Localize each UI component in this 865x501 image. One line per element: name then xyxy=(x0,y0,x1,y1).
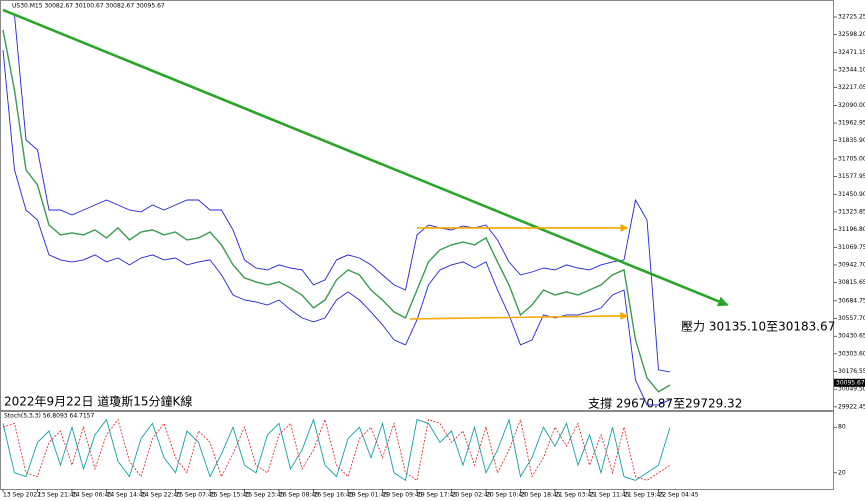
x-tick-label: 13 Sep 21:45 xyxy=(38,492,78,499)
y-tick-label: 30942.70 xyxy=(838,261,865,268)
y-tick-label: 32725.25 xyxy=(838,14,865,21)
last-price-label: 30095.67 xyxy=(836,379,865,386)
y-tick-label: 32598.20 xyxy=(838,31,865,38)
series-line xyxy=(2,9,671,373)
y-tick-label: 30049.50 xyxy=(838,386,865,393)
y-tick-label: 30176.55 xyxy=(838,368,865,375)
trendline xyxy=(2,8,729,307)
main-panel xyxy=(0,0,834,411)
level-arrow xyxy=(410,311,629,320)
x-tick-label: 19 Sep 01:45 xyxy=(348,492,388,499)
chart-title: US30.M15 30082.67 30100.67 30082.67 3009… xyxy=(12,3,165,10)
y-tick-label: 32217.05 xyxy=(838,84,865,91)
x-tick-label: 16 Sep 08:45 xyxy=(279,492,319,499)
y-tick-label: 32471.15 xyxy=(838,49,865,56)
y-tick-label: 30557.70 xyxy=(838,315,865,322)
annotation: 壓力 30135.10至30183.67 xyxy=(681,320,835,334)
y-tick-label: 29922.45 xyxy=(838,403,865,410)
annotation: 支撐 29670.87至29729.32 xyxy=(588,397,742,411)
series-line xyxy=(2,417,671,482)
y-tick-label: 31069.75 xyxy=(838,244,865,251)
x-tick-label: 14 Sep 06:45 xyxy=(72,492,112,499)
y-tick-label: 31323.85 xyxy=(838,208,865,215)
y-tick-label: 32090.00 xyxy=(838,102,865,109)
y-tick-label: 30815.65 xyxy=(838,279,865,286)
y-tick-label: 32344.10 xyxy=(838,67,865,74)
x-tick-label: 14 Sep 14:45 xyxy=(107,492,147,499)
x-tick-label: 20 Sep 02:45 xyxy=(452,492,492,499)
x-tick-label: 21 Sep 03:45 xyxy=(555,492,595,499)
y-tick-label: 30303.60 xyxy=(838,350,865,357)
annotation: 2022年9月22日 道瓊斯15分鐘K線 xyxy=(4,394,192,409)
x-tick-label: 21 Sep 11:45 xyxy=(590,492,630,499)
y-tick-label: 80 xyxy=(838,424,846,431)
y-tick-label: 30684.75 xyxy=(838,297,865,304)
y-tick-label: 31835.90 xyxy=(838,137,865,144)
x-tick-label: 14 Sep 22:45 xyxy=(141,492,181,499)
series-line xyxy=(2,417,671,482)
y-tick-label: 30430.65 xyxy=(838,333,865,340)
y-tick-label: 31705.00 xyxy=(838,155,865,162)
series-line xyxy=(2,29,671,393)
x-tick-label: 13 Sep 2022 xyxy=(3,492,41,499)
y-tick-label: 20 xyxy=(838,469,846,476)
x-tick-label: 20 Sep 10:45 xyxy=(486,492,526,499)
y-tick-label: 31196.80 xyxy=(838,226,865,233)
y-tick-label: 31450.90 xyxy=(838,191,865,198)
last-price-box xyxy=(834,378,865,387)
x-tick-label: 16 Sep 16:45 xyxy=(314,492,354,499)
x-tick-label: 22 Sep 04:45 xyxy=(659,492,699,499)
y-tick-label: 31962.95 xyxy=(838,120,865,127)
x-tick-label: 19 Sep 17:45 xyxy=(417,492,457,499)
x-tick-label: 15 Sep 07:45 xyxy=(176,492,216,499)
x-tick-label: 20 Sep 18:45 xyxy=(521,492,561,499)
x-tick-label: 15 Sep 23:45 xyxy=(245,492,285,499)
x-tick-label: 19 Sep 09:45 xyxy=(383,492,423,499)
indicator-panel xyxy=(0,411,834,490)
indicator-title: Stoch(5,3,3) 56.8093 64.7157 xyxy=(4,413,95,420)
x-tick-label: 15 Sep 15:45 xyxy=(210,492,250,499)
y-tick-label: 31577.95 xyxy=(838,173,865,180)
x-tick-label: 21 Sep 19:45 xyxy=(624,492,664,499)
